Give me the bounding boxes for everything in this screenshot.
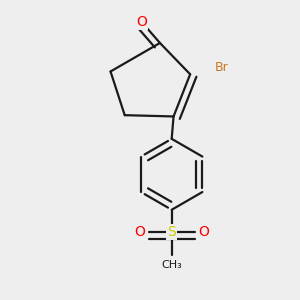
Text: CH₃: CH₃ xyxy=(161,260,182,270)
Text: O: O xyxy=(136,15,147,29)
Text: O: O xyxy=(134,225,145,239)
Text: O: O xyxy=(199,225,210,239)
Text: Br: Br xyxy=(214,61,228,74)
Text: S: S xyxy=(167,225,176,239)
